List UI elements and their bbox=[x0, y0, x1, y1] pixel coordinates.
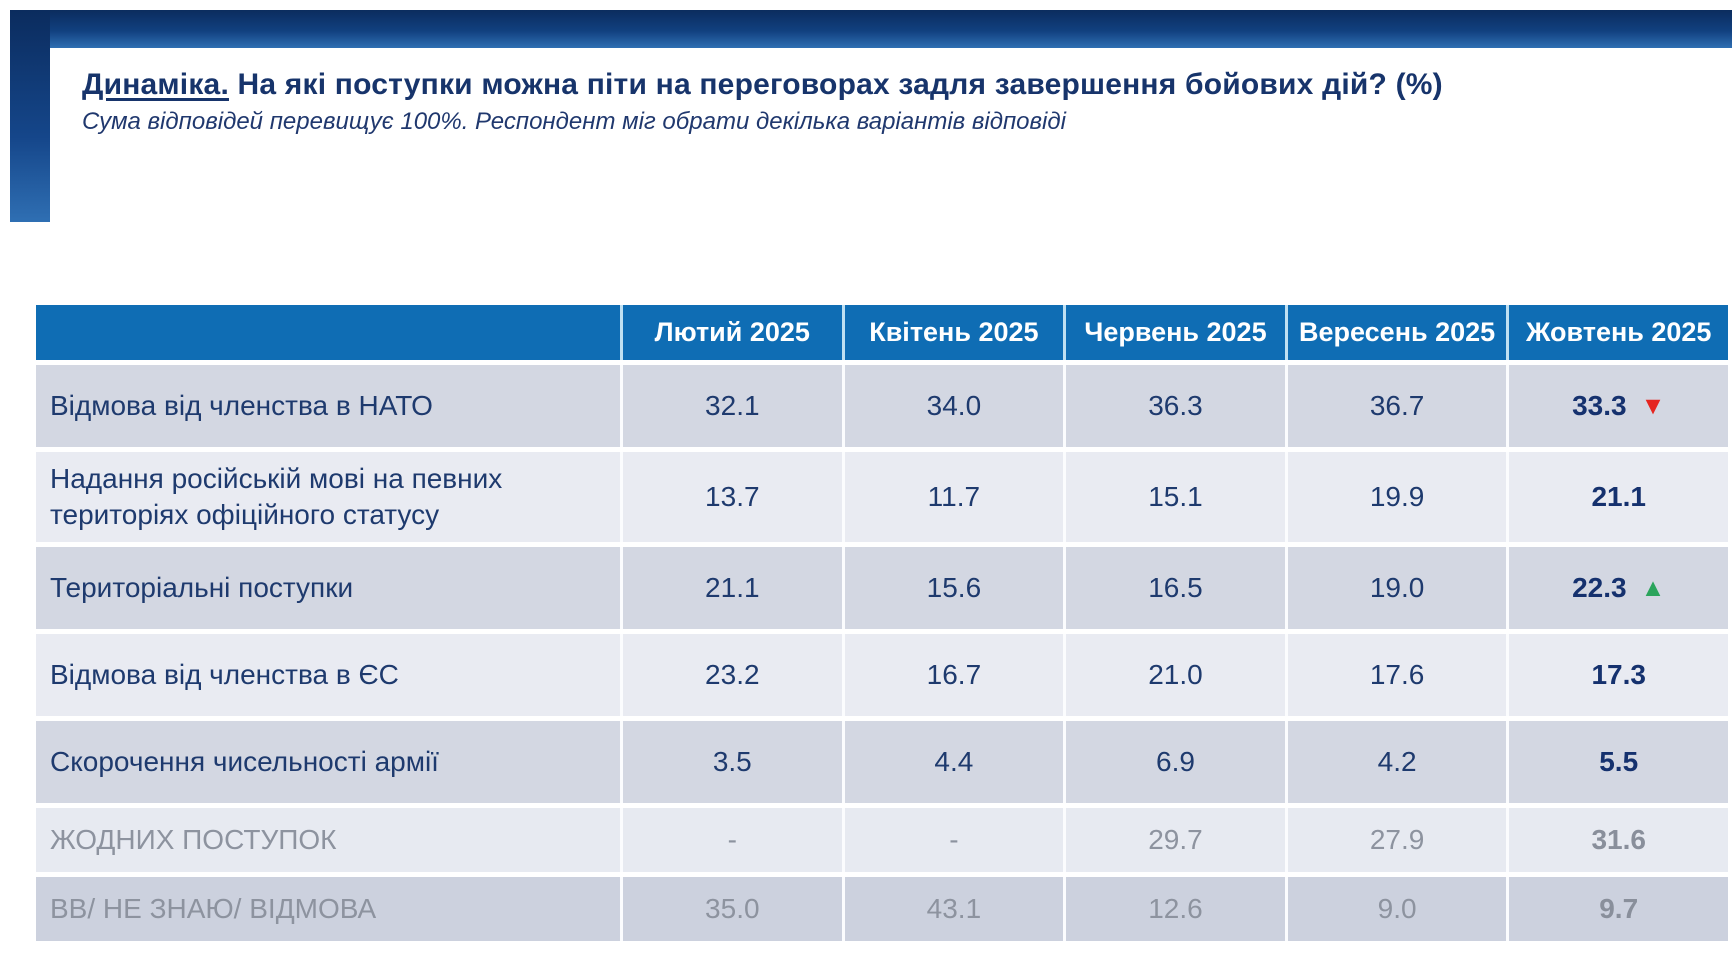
data-cell: 19.9 bbox=[1284, 452, 1507, 542]
data-cell: 16.7 bbox=[841, 634, 1064, 716]
data-cell: 16.5 bbox=[1063, 547, 1285, 629]
data-cell: 43.1 bbox=[841, 877, 1064, 941]
data-cell: 21.0 bbox=[1063, 634, 1285, 716]
data-cell-latest: 31.6 bbox=[1506, 808, 1728, 872]
latest-value: 5.5 bbox=[1599, 746, 1639, 777]
data-cell: 4.4 bbox=[841, 721, 1064, 803]
data-cell: 11.7 bbox=[841, 452, 1064, 542]
data-cell: 27.9 bbox=[1284, 808, 1507, 872]
table-row-russian-language: Надання російській мові на певних терито… bbox=[36, 452, 1728, 542]
data-cell: 23.2 bbox=[620, 634, 842, 716]
row-label: Відмова від членства в ЄС bbox=[36, 634, 620, 716]
table-row-no-concessions: ЖОДНИХ ПОСТУПОК - - 29.7 27.9 31.6 bbox=[36, 808, 1728, 872]
data-cell-latest: 33.3 ▼ bbox=[1506, 365, 1728, 447]
data-cell: 15.6 bbox=[841, 547, 1064, 629]
data-cell: 36.7 bbox=[1284, 365, 1507, 447]
data-cell: 21.1 bbox=[620, 547, 842, 629]
table-row-dont-know: ВВ/ НЕ ЗНАЮ/ ВІДМОВА 35.0 43.1 12.6 9.0 … bbox=[36, 877, 1728, 941]
row-label: ВВ/ НЕ ЗНАЮ/ ВІДМОВА bbox=[36, 877, 620, 941]
column-header-sep: Вересень 2025 bbox=[1284, 305, 1507, 360]
row-label: Територіальні поступки bbox=[36, 547, 620, 629]
latest-value: 9.7 bbox=[1599, 893, 1639, 924]
latest-value: 31.6 bbox=[1591, 824, 1646, 855]
top-accent-bar bbox=[10, 10, 1732, 48]
data-cell-latest: 5.5 bbox=[1506, 721, 1728, 803]
latest-value: 21.1 bbox=[1591, 481, 1646, 512]
table-row-nato: Відмова від членства в НАТО 32.1 34.0 36… bbox=[36, 365, 1728, 447]
data-cell-latest: 17.3 bbox=[1506, 634, 1728, 716]
data-cell: 3.5 bbox=[620, 721, 842, 803]
latest-value: 22.3 bbox=[1572, 572, 1627, 603]
latest-value: 17.3 bbox=[1591, 659, 1646, 690]
row-label: Скорочення чисельності армії bbox=[36, 721, 620, 803]
page-title: Динаміка. На які поступки можна піти на … bbox=[82, 66, 1702, 104]
title-block: Динаміка. На які поступки можна піти на … bbox=[82, 66, 1702, 136]
column-header-oct: Жовтень 2025 bbox=[1506, 305, 1728, 360]
data-cell-latest: 21.1 bbox=[1506, 452, 1728, 542]
data-cell: 34.0 bbox=[841, 365, 1064, 447]
table-row-territorial: Територіальні поступки 21.1 15.6 16.5 19… bbox=[36, 547, 1728, 629]
data-cell: 6.9 bbox=[1063, 721, 1285, 803]
page-subtitle: Сума відповідей перевищує 100%. Респонде… bbox=[82, 107, 1066, 135]
data-cell-latest: 22.3 ▲ bbox=[1506, 547, 1728, 629]
trend-down-icon: ▼ bbox=[1640, 391, 1666, 420]
row-label: ЖОДНИХ ПОСТУПОК bbox=[36, 808, 620, 872]
data-cell: 35.0 bbox=[620, 877, 842, 941]
data-cell: 13.7 bbox=[620, 452, 842, 542]
table-row-eu: Відмова від членства в ЄС 23.2 16.7 21.0… bbox=[36, 634, 1728, 716]
data-cell: 15.1 bbox=[1063, 452, 1285, 542]
trend-up-icon: ▲ bbox=[1640, 573, 1666, 602]
table-row-army: Скорочення чисельності армії 3.5 4.4 6.9… bbox=[36, 721, 1728, 803]
data-cell: 4.2 bbox=[1284, 721, 1507, 803]
data-cell: 17.6 bbox=[1284, 634, 1507, 716]
data-cell: 32.1 bbox=[620, 365, 842, 447]
title-lead: Динаміка. bbox=[82, 68, 229, 101]
latest-value: 33.3 bbox=[1572, 390, 1627, 421]
data-cell: - bbox=[620, 808, 842, 872]
data-cell: 9.0 bbox=[1284, 877, 1507, 941]
data-cell: 36.3 bbox=[1063, 365, 1285, 447]
row-label: Надання російській мові на певних терито… bbox=[36, 452, 620, 542]
column-header-jun: Червень 2025 bbox=[1063, 305, 1285, 360]
column-header-feb: Лютий 2025 bbox=[620, 305, 842, 360]
left-accent-block bbox=[10, 10, 50, 222]
title-rest: На які поступки можна піти на переговора… bbox=[228, 68, 1443, 101]
corner-header-empty bbox=[36, 305, 620, 360]
table-header-row: Лютий 2025 Квітень 2025 Червень 2025 Вер… bbox=[36, 305, 1728, 360]
data-cell: 19.0 bbox=[1284, 547, 1507, 629]
data-cell: 29.7 bbox=[1063, 808, 1285, 872]
column-header-apr: Квітень 2025 bbox=[841, 305, 1064, 360]
results-table: Лютий 2025 Квітень 2025 Червень 2025 Вер… bbox=[36, 305, 1728, 941]
row-label: Відмова від членства в НАТО bbox=[36, 365, 620, 447]
data-cell: - bbox=[841, 808, 1064, 872]
data-cell-latest: 9.7 bbox=[1506, 877, 1728, 941]
data-cell: 12.6 bbox=[1063, 877, 1285, 941]
